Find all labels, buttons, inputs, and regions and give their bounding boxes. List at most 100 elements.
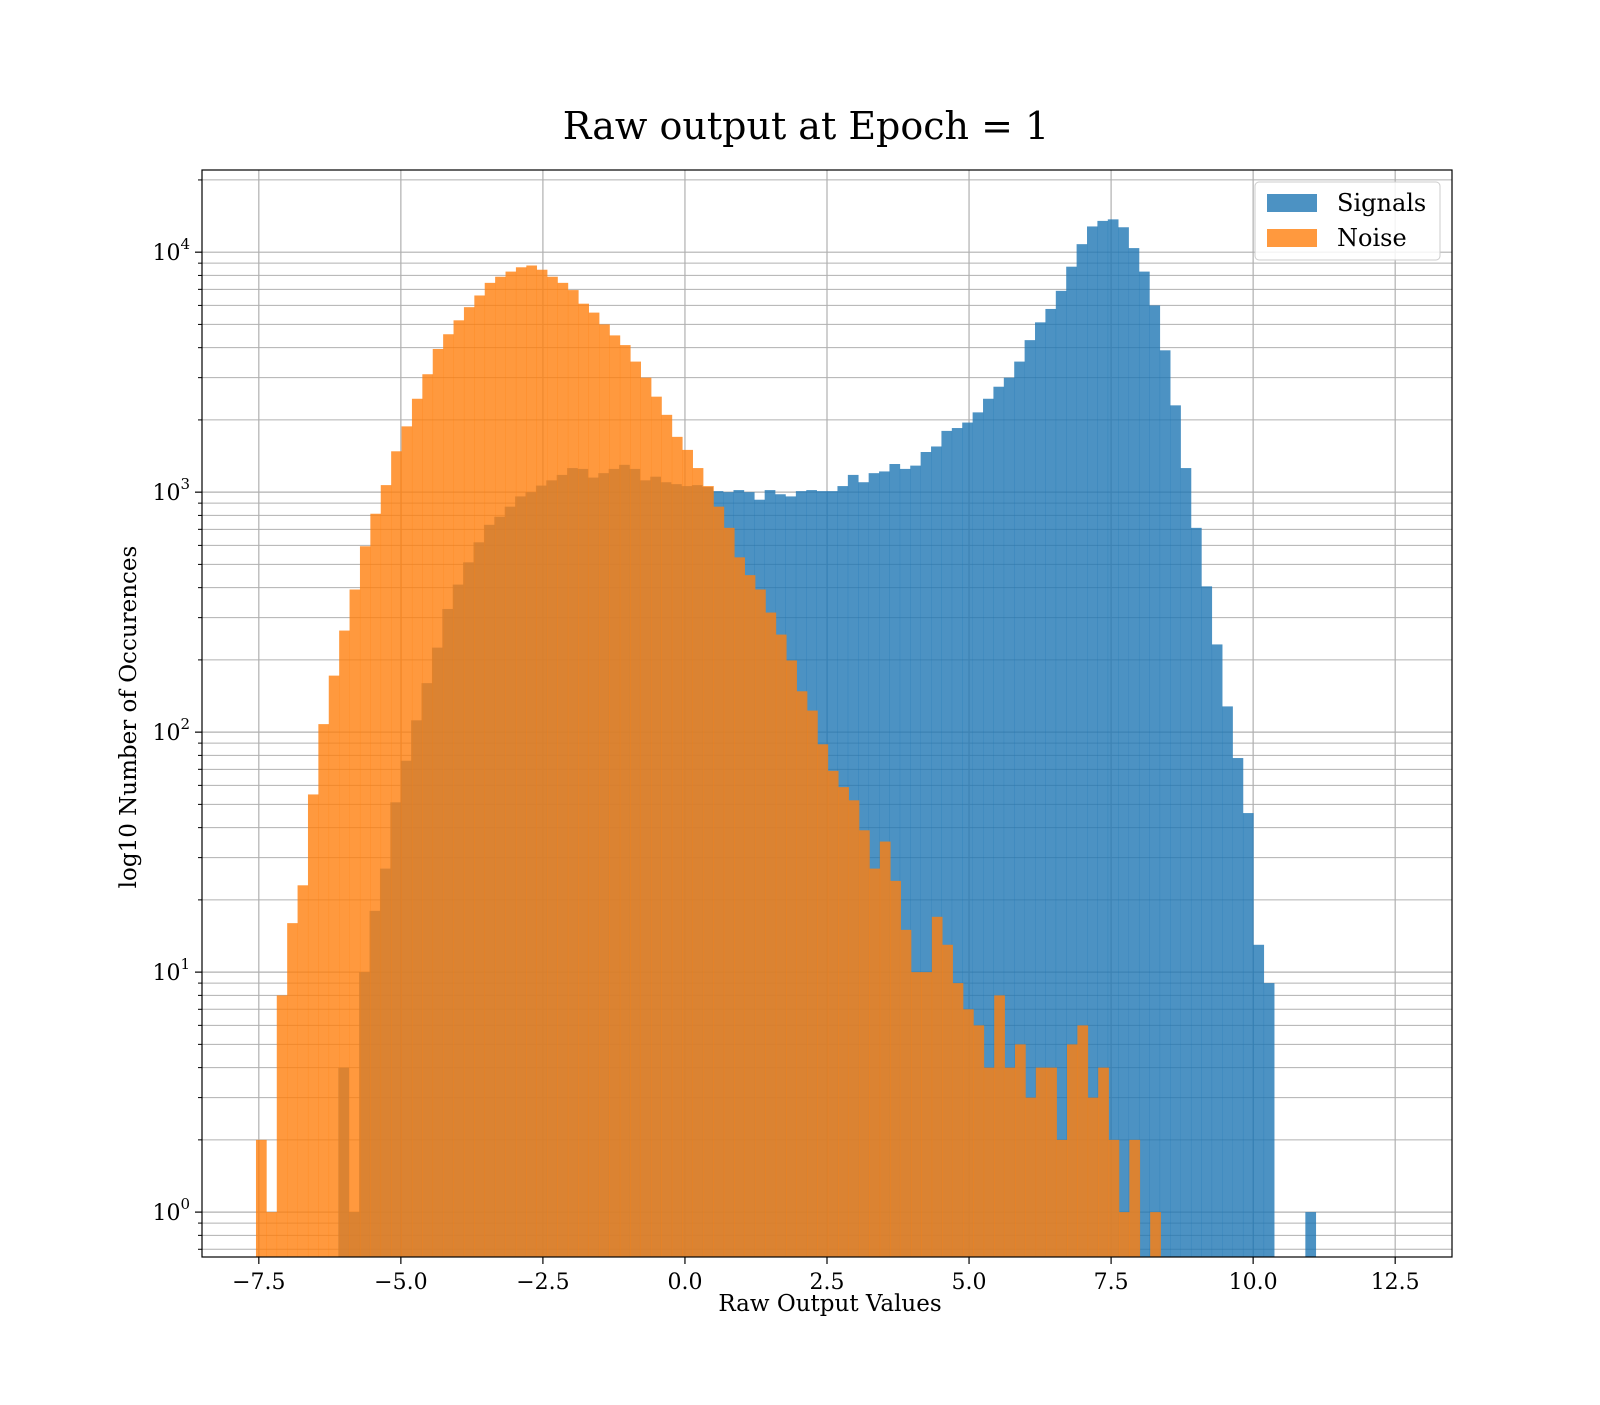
bar-signals <box>1087 226 1098 1257</box>
bar-noise <box>661 414 673 1257</box>
bar-noise <box>973 1025 985 1257</box>
axes: −7.5 −5.0 −2.5 0.0 2.5 5.0 7.5 10.0 12.5 100 101 10… <box>152 169 1453 1295</box>
x-tick-label: −7.5 <box>232 1270 285 1295</box>
bar-signals <box>1159 350 1171 1258</box>
bar-noise <box>474 295 486 1257</box>
bar-noise <box>1046 1067 1057 1257</box>
bar-noise <box>838 787 849 1257</box>
bar-noise <box>931 916 943 1257</box>
bar-noise <box>328 675 340 1257</box>
y-tick-label: 102 <box>152 715 190 746</box>
bar-signals <box>1222 706 1233 1257</box>
bar-signals <box>983 398 994 1257</box>
bar-noise <box>1087 1097 1099 1257</box>
bar-noise <box>817 744 829 1257</box>
bar-noise <box>1077 1025 1089 1257</box>
bar-signals <box>951 428 963 1257</box>
bar-noise <box>1108 1139 1120 1257</box>
bar-signals <box>1138 271 1150 1258</box>
bar-noise <box>318 724 330 1257</box>
bar-noise <box>1118 1212 1130 1257</box>
bar-noise <box>963 1009 974 1257</box>
bar-noise <box>869 868 881 1257</box>
bar-signals <box>920 452 932 1258</box>
y-tick-label: 104 <box>152 235 190 266</box>
bar-noise <box>890 880 901 1257</box>
bar-noise <box>495 276 506 1257</box>
bar-signals <box>1107 219 1119 1258</box>
bar-noise <box>463 307 475 1257</box>
bar-noise <box>775 634 787 1257</box>
bar-noise <box>1025 1097 1037 1257</box>
bar-signals <box>1066 266 1077 1257</box>
bar-noise <box>422 374 434 1257</box>
bar-noise <box>807 710 818 1257</box>
legend-label-noise: Noise <box>1337 224 1407 252</box>
y-tick-label: 100 <box>152 1195 190 1226</box>
bar-noise <box>942 944 953 1257</box>
bar-noise <box>734 557 745 1257</box>
x-axis-label: Raw Output Values <box>718 1291 941 1317</box>
x-tick-label: −5.0 <box>374 1270 427 1295</box>
bar-signals <box>1024 340 1036 1258</box>
bar-signals <box>1211 644 1223 1257</box>
bar-signals <box>972 412 984 1257</box>
bar-noise <box>952 983 964 1257</box>
bar-noise <box>1035 1067 1047 1257</box>
bar-noise <box>671 436 683 1257</box>
bar-noise <box>557 282 569 1257</box>
bar-signals <box>899 468 911 1258</box>
bar-signals <box>1076 244 1088 1258</box>
bar-noise <box>723 527 735 1257</box>
bar-noise <box>567 290 579 1257</box>
bar-noise <box>786 660 797 1257</box>
x-tick-label: 0.0 <box>667 1270 702 1295</box>
bar-noise <box>1067 1044 1078 1257</box>
bar-noise <box>276 995 288 1257</box>
y-tick-label: 103 <box>152 475 190 506</box>
bar-noise <box>1015 1044 1026 1257</box>
bar-noise <box>983 1067 995 1257</box>
histogram-bars <box>255 219 1317 1258</box>
bar-noise <box>266 1212 278 1257</box>
x-tick-label: 2.5 <box>810 1270 845 1295</box>
bar-signals <box>889 464 901 1257</box>
bar-signals <box>1180 468 1192 1258</box>
bar-noise <box>453 320 465 1258</box>
bar-noise <box>619 345 631 1257</box>
bar-noise <box>1150 1212 1161 1257</box>
legend-label-signals: Signals <box>1337 189 1426 217</box>
bar-signals <box>962 422 973 1257</box>
bar-signals <box>1190 527 1202 1257</box>
bar-noise <box>578 303 590 1258</box>
bar-noise <box>411 398 423 1257</box>
bar-signals <box>1232 758 1244 1257</box>
bar-noise <box>1098 1067 1109 1257</box>
bar-noise <box>682 449 693 1257</box>
bar-signals <box>1201 586 1213 1257</box>
bar-noise <box>297 885 309 1257</box>
legend-swatch-signals <box>1267 194 1317 212</box>
bar-noise <box>921 972 933 1257</box>
x-tick-label: 5.0 <box>952 1270 987 1295</box>
x-tick-label: −2.5 <box>516 1270 569 1295</box>
bar-noise <box>547 276 558 1257</box>
x-tick-label: 7.5 <box>1094 1270 1129 1295</box>
bar-signals <box>1170 405 1181 1257</box>
bar-signals <box>1263 983 1275 1257</box>
x-tick-label: 12.5 <box>1371 1270 1420 1295</box>
bar-noise <box>744 575 756 1257</box>
y-tick-label: 101 <box>152 955 190 986</box>
bar-noise <box>1129 1139 1141 1257</box>
bar-signals <box>1055 290 1067 1257</box>
bar-noise <box>640 377 652 1258</box>
bar-signals <box>1003 377 1015 1258</box>
bar-noise <box>515 267 527 1257</box>
bar-signals <box>1305 1212 1317 1257</box>
legend: Signals Noise <box>1254 181 1441 261</box>
bar-noise <box>307 794 319 1257</box>
bar-noise <box>536 269 548 1258</box>
bar-signals <box>1097 220 1109 1258</box>
